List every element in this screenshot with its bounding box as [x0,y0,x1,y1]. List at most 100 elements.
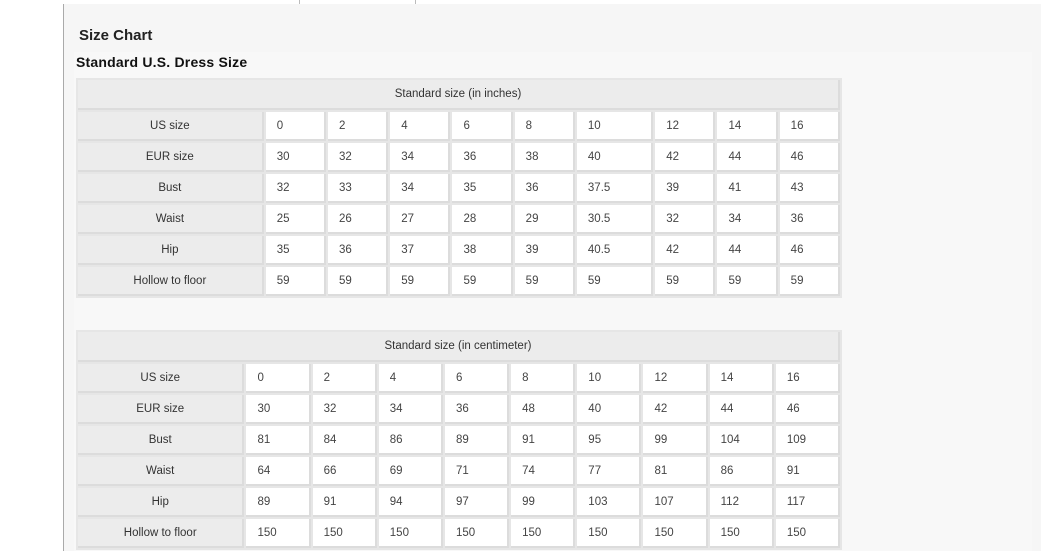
table-row: Bust 81 84 86 89 91 95 99 104 109 [78,426,840,455]
table-cell: 2 [327,112,389,141]
table-cell: 44 [709,395,774,424]
table-cell: 89 [246,488,311,517]
table-cell: 32 [265,174,326,203]
table-cell: 109 [775,426,840,455]
table-cell: 30 [246,395,311,424]
table-row: Hip 89 91 94 97 99 103 107 112 117 [78,488,840,517]
table-cell: 32 [655,205,716,234]
table-cell: 0 [265,112,326,141]
table-cell: 36 [779,205,840,234]
tab-divider [299,0,300,5]
table-cell: 150 [312,519,377,548]
size-chart-content: Standard U.S. Dress Size Standard size (… [74,52,1032,551]
table-cell: 84 [312,426,377,455]
table-cell: 150 [709,519,774,548]
table-cell: 35 [452,174,513,203]
row-label: US size [78,364,245,393]
table-cell: 4 [390,112,451,141]
table-cell: 12 [655,112,716,141]
table-row: US size 0 2 4 6 8 10 12 14 16 [78,112,840,141]
table-cell: 150 [643,519,708,548]
table-cell: 150 [378,519,443,548]
table-cell: 86 [378,426,443,455]
table-cell: 36 [444,395,510,424]
table-cell: 64 [246,457,311,486]
table-cell: 38 [514,143,575,172]
table-cell: 34 [390,143,451,172]
table-cell: 40.5 [576,236,654,265]
row-label: Waist [78,205,264,234]
table-cell: 59 [717,267,778,296]
table-cell: 29 [514,205,575,234]
section-title: Standard U.S. Dress Size [76,54,248,70]
table-cell: 32 [327,143,389,172]
table-cell: 42 [655,143,716,172]
table-cell: 74 [511,457,576,486]
inches-size-table: Standard size (in inches) US size 0 2 4 6 8 10 1… [76,78,842,298]
table-cell: 34 [717,205,778,234]
row-label: EUR size [78,395,245,424]
table-cell: 8 [514,112,575,141]
table-cell: 103 [577,488,642,517]
table-cell: 8 [511,364,576,393]
table-cell: 43 [779,174,840,203]
table-row: Bust 32 33 34 35 36 37.5 39 41 43 [78,174,840,203]
table-cell: 150 [775,519,840,548]
table-cell: 12 [643,364,708,393]
table-cell: 91 [312,488,377,517]
table-cell: 42 [643,395,708,424]
table-cell: 59 [390,267,451,296]
table-cell: 91 [775,457,840,486]
table-cell: 66 [312,457,377,486]
page-title: Size Chart [79,27,153,44]
row-label: Hip [78,488,245,517]
tab-divider [415,0,416,5]
table-cell: 59 [327,267,389,296]
table-cell: 27 [390,205,451,234]
table-cell: 0 [246,364,311,393]
table-cell: 150 [511,519,576,548]
centimeter-size-table: Standard size (in centimeter) US size 0 2 4 6… [76,330,842,550]
table-cell: 99 [511,488,576,517]
table-cell: 59 [514,267,575,296]
row-label: Hollow to floor [78,519,245,548]
table-cell: 38 [452,236,513,265]
table-cell: 33 [327,174,389,203]
table-cell: 4 [378,364,443,393]
table-cell: 40 [576,143,654,172]
row-label: Hip [78,236,264,265]
table-row: Hollow to floor 59 59 59 59 59 59 59 59 59 [78,267,840,296]
table-cell: 59 [576,267,654,296]
table-cell: 104 [709,426,774,455]
table-cell: 2 [312,364,377,393]
table-row: Hollow to floor 150 150 150 150 150 150 150 150 1… [78,519,840,548]
table-cell: 117 [775,488,840,517]
table-cell: 46 [775,395,840,424]
table-cell: 40 [577,395,642,424]
table-cell: 16 [779,112,840,141]
table-cell: 34 [390,174,451,203]
row-label: Bust [78,426,245,455]
table-row: EUR size 30 32 34 36 48 40 42 44 46 [78,395,840,424]
table-cell: 16 [775,364,840,393]
table-cell: 35 [265,236,326,265]
table-cell: 150 [444,519,510,548]
table-cell: 30.5 [576,205,654,234]
table-cell: 59 [655,267,716,296]
table-cell: 46 [779,236,840,265]
table-cell: 77 [577,457,642,486]
row-label: US size [78,112,264,141]
row-label: Hollow to floor [78,267,264,296]
table-cell: 10 [577,364,642,393]
table-cell: 26 [327,205,389,234]
table-header: Standard size (in inches) [78,80,840,110]
table-cell: 69 [378,457,443,486]
table-cell: 112 [709,488,774,517]
table-cell: 81 [643,457,708,486]
table-cell: 42 [655,236,716,265]
table-cell: 6 [452,112,513,141]
table-cell: 41 [717,174,778,203]
table-row: EUR size 30 32 34 36 38 40 42 44 46 [78,143,840,172]
table-cell: 36 [452,143,513,172]
size-chart-panel: Size Chart Standard U.S. Dress Size Stan… [63,4,1041,551]
